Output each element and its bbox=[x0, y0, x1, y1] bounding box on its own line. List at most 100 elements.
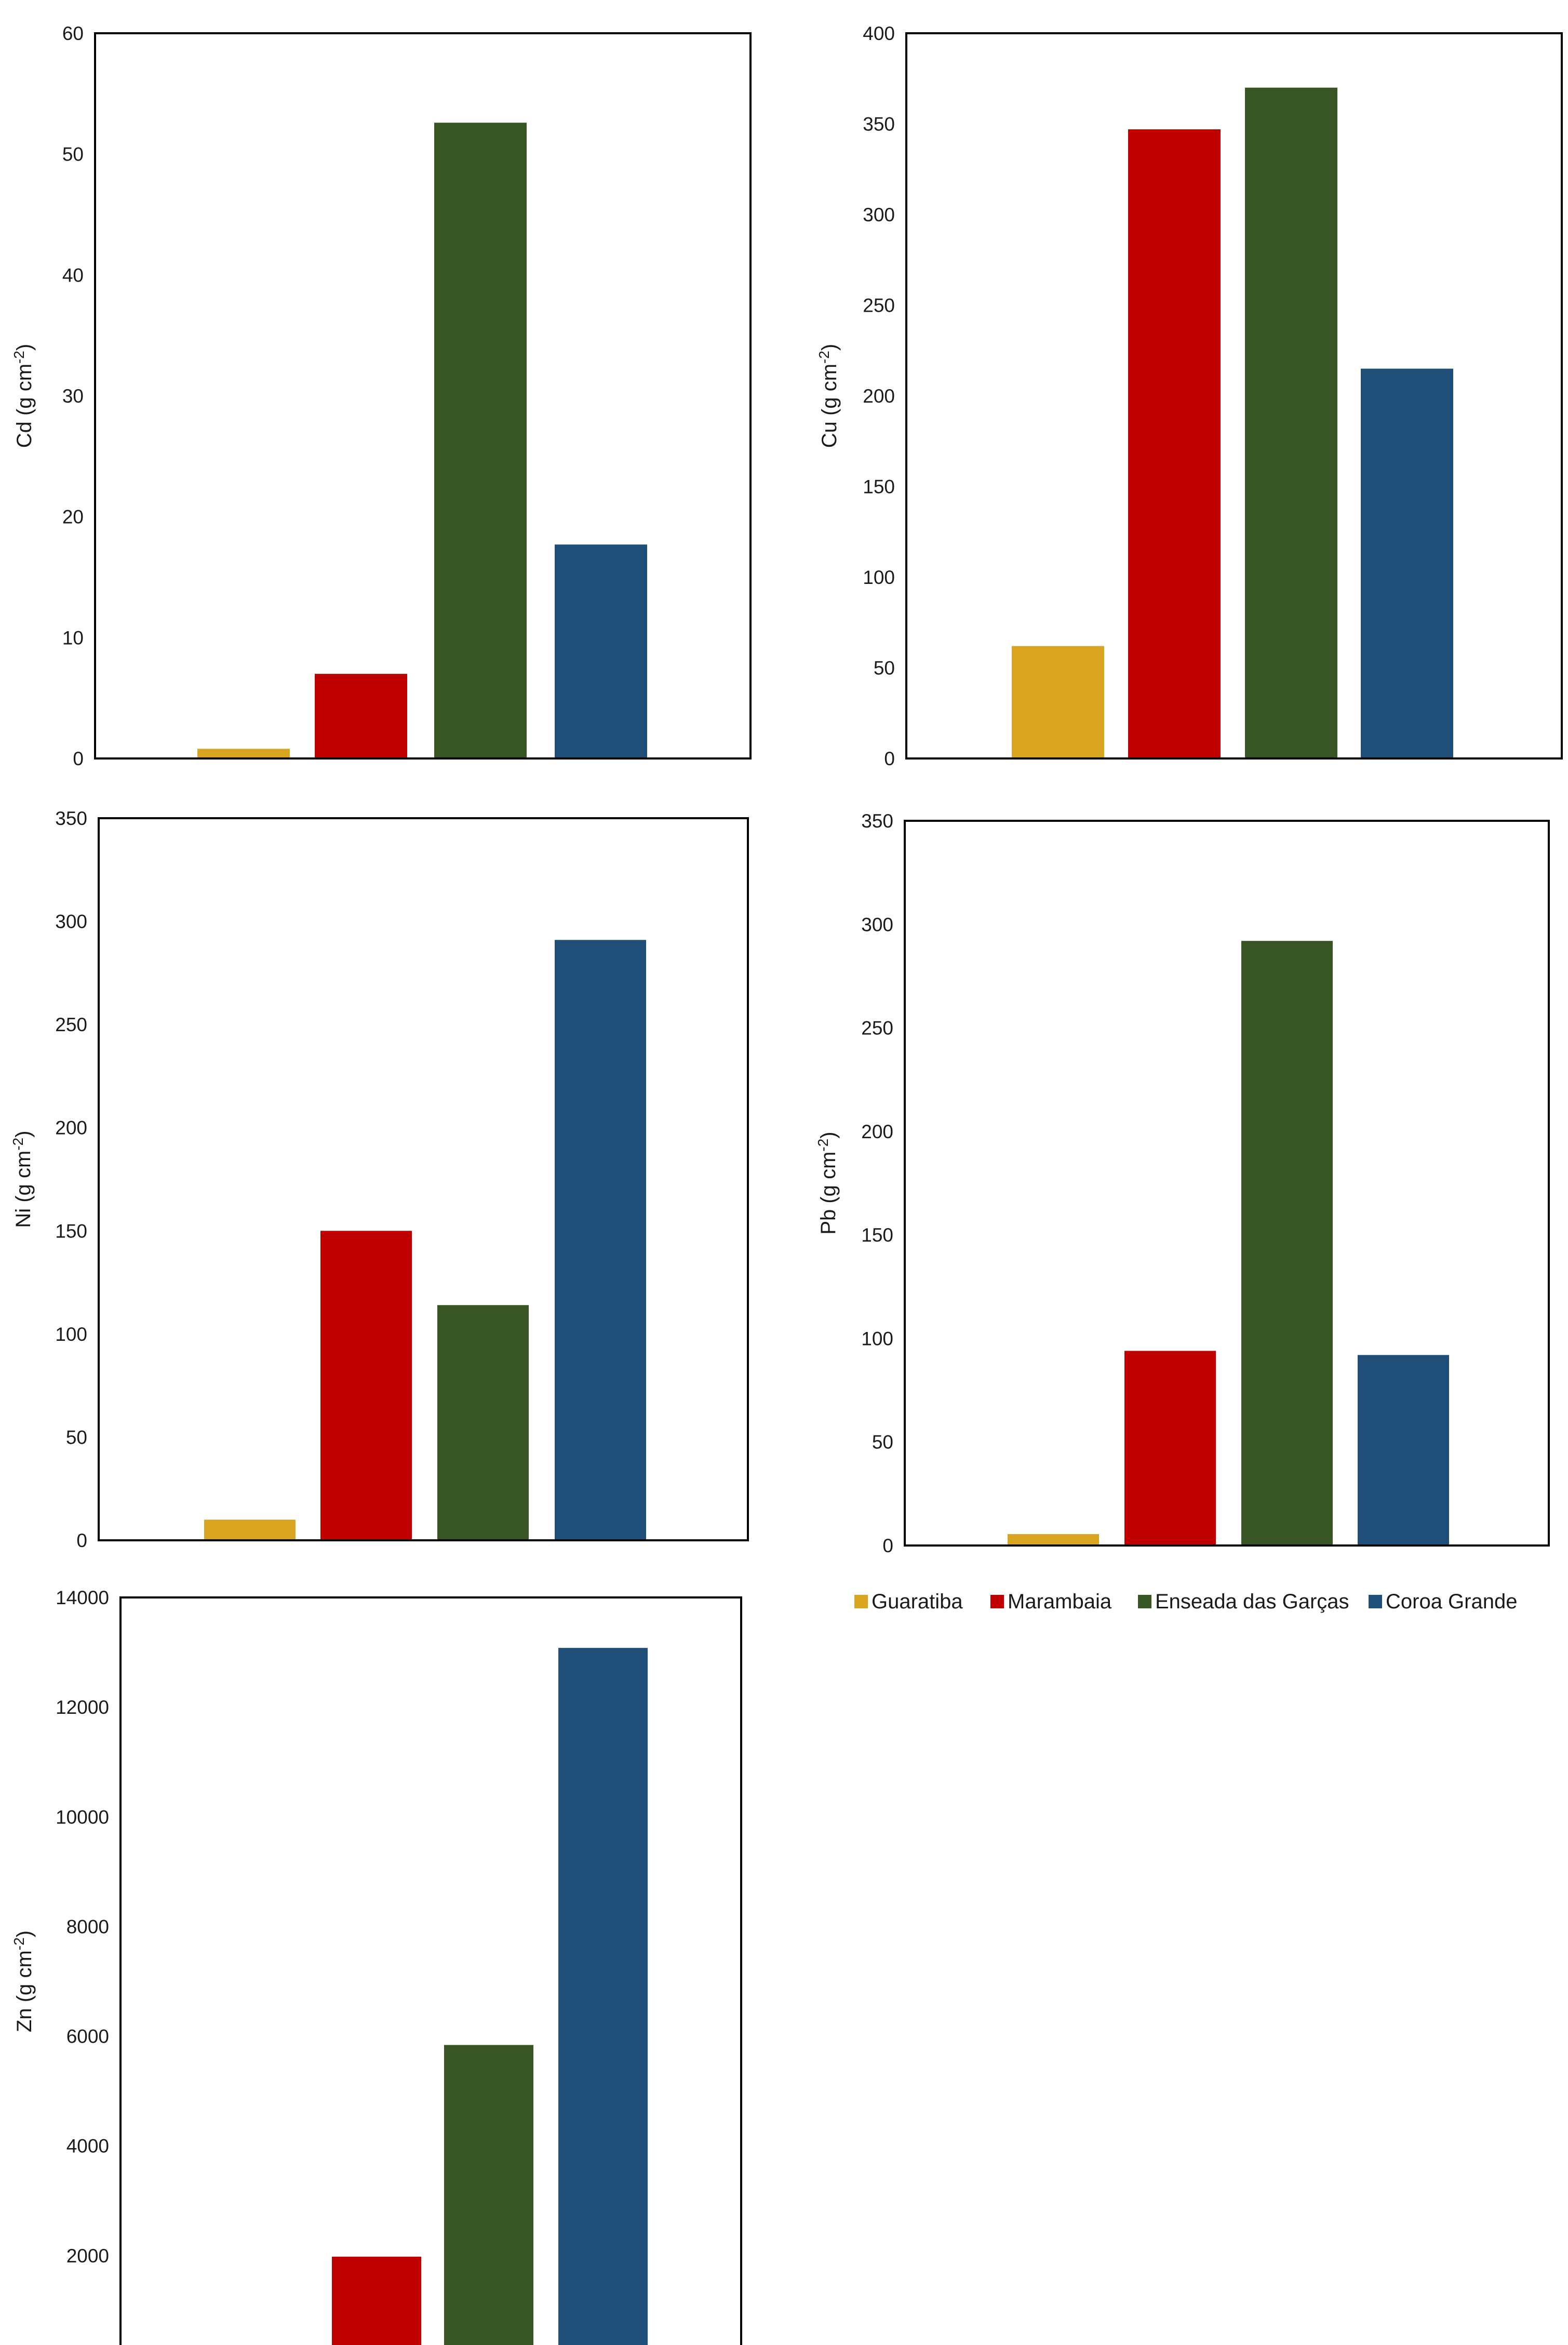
ytick-label-cu: 250 bbox=[863, 295, 895, 316]
legend-swatch bbox=[1138, 1595, 1151, 1608]
chart-cu: 0 50 100 150 200 250 300 350 400 Cu (g cm-2) bbox=[816, 23, 1563, 769]
bar-cd-enseada-das-gar-as bbox=[434, 123, 527, 758]
legend-item-marambaia: Marambaia bbox=[990, 1590, 1112, 1613]
legend-item-guaratiba: Guaratiba bbox=[854, 1590, 963, 1613]
ytick-label-cu: 300 bbox=[863, 204, 895, 225]
ytick-label-cu: 0 bbox=[884, 748, 895, 769]
ytick-label-pb: 50 bbox=[872, 1432, 893, 1453]
y-axis-label-main: Cu (g cm bbox=[818, 364, 841, 448]
ytick-label-zn: 8000 bbox=[66, 1916, 109, 1937]
bar-zn-marambaia bbox=[332, 2256, 421, 2345]
chart-pb: 0 50 100 150 200 250 300 350 Pb (g cm-2) bbox=[815, 810, 1550, 1556]
bar-cd-coroa-grande bbox=[555, 544, 647, 758]
chart-zn: 02000400060008000100001200014000Zn (g cm… bbox=[11, 1587, 742, 2345]
ytick-label-pb: 300 bbox=[861, 914, 893, 935]
bar-cd-guaratiba bbox=[197, 749, 290, 758]
ytick-label-cu: 350 bbox=[863, 114, 895, 135]
bar-cu-enseada-das-gar-as bbox=[1245, 87, 1337, 759]
ytick-label-ni: 100 bbox=[55, 1324, 87, 1345]
y-axis-label-main: Cd (g cm bbox=[13, 364, 36, 448]
bar-cd-marambaia bbox=[315, 674, 407, 758]
y-axis-label-superscript: -2 bbox=[10, 1138, 26, 1151]
bar-cu-guaratiba bbox=[1012, 646, 1104, 758]
ytick-label-ni: 300 bbox=[55, 911, 87, 932]
y-axis-label-main: Pb (g cm bbox=[817, 1152, 840, 1235]
y-axis-label-zn: Zn (g cm-2) bbox=[11, 1930, 36, 2032]
y-axis-label-ni: Ni (g cm-2) bbox=[10, 1130, 35, 1228]
bar-ni-enseada-das-gar-as bbox=[437, 1305, 529, 1540]
ytick-label-pb: 200 bbox=[861, 1121, 893, 1142]
y-axis-label-pb: Pb (g cm-2) bbox=[815, 1131, 840, 1234]
plot-frame-cd bbox=[94, 32, 752, 760]
legend-swatch bbox=[1369, 1595, 1382, 1608]
ytick-label-cd: 50 bbox=[62, 144, 84, 165]
legend-swatch bbox=[854, 1595, 868, 1608]
plot-frame-pb bbox=[904, 820, 1550, 1547]
ytick-label-zn: 10000 bbox=[56, 1806, 109, 1828]
ytick-label-pb: 0 bbox=[882, 1535, 893, 1556]
ytick-label-ni: 50 bbox=[66, 1427, 87, 1448]
bar-pb-enseada-das-gar-as bbox=[1241, 941, 1333, 1545]
bar-pb-guaratiba bbox=[1008, 1534, 1099, 1545]
y-axis-label-cd: Cd (g cm-2) bbox=[11, 344, 36, 448]
ytick-label-zn: 4000 bbox=[66, 2136, 109, 2157]
ytick-label-cu: 100 bbox=[863, 567, 895, 588]
y-axis-label-end: ) bbox=[13, 1930, 36, 1937]
y-axis-label-superscript: -2 bbox=[11, 351, 27, 364]
bar-cu-marambaia bbox=[1128, 129, 1221, 759]
bar-zn-coroa-grande bbox=[558, 1648, 648, 2345]
plot-frame-ni bbox=[98, 817, 749, 1541]
ytick-label-pb: 100 bbox=[861, 1328, 893, 1349]
ytick-label-cu: 150 bbox=[863, 476, 895, 498]
legend-label: Enseada das Garças bbox=[1155, 1590, 1349, 1613]
bar-ni-coroa-grande bbox=[555, 940, 646, 1540]
legend-label: Marambaia bbox=[1008, 1590, 1112, 1613]
y-axis-label-cu: Cu (g cm-2) bbox=[816, 344, 841, 448]
ytick-label-ni: 250 bbox=[55, 1014, 87, 1035]
legend-item-enseada-das-gar-as: Enseada das Garças bbox=[1138, 1590, 1349, 1613]
bar-ni-guaratiba bbox=[204, 1520, 296, 1540]
ytick-label-zn: 6000 bbox=[66, 2026, 109, 2047]
ytick-label-cd: 20 bbox=[62, 507, 84, 528]
ytick-label-cd: 30 bbox=[62, 385, 84, 407]
legend-swatch bbox=[990, 1595, 1004, 1608]
ytick-label-pb: 350 bbox=[861, 810, 893, 832]
y-axis-label-end: ) bbox=[13, 344, 36, 351]
ytick-label-zn: 12000 bbox=[56, 1697, 109, 1718]
ytick-label-pb: 150 bbox=[861, 1224, 893, 1246]
legend-item-coroa-grande: Coroa Grande bbox=[1369, 1590, 1517, 1613]
bar-cu-coroa-grande bbox=[1361, 368, 1453, 758]
bar-ni-marambaia bbox=[320, 1231, 412, 1540]
y-axis-label-main: Ni (g cm bbox=[12, 1151, 35, 1228]
ytick-label-cd: 60 bbox=[62, 23, 84, 44]
ytick-label-cd: 10 bbox=[62, 627, 84, 648]
plot-frame-zn bbox=[119, 1596, 742, 2345]
y-axis-label-superscript: -2 bbox=[815, 1139, 831, 1152]
legend: Guaratiba Marambaia Enseada das Garças Coro… bbox=[854, 1590, 1517, 1613]
ytick-label-cu: 400 bbox=[863, 23, 895, 44]
ytick-label-cd: 0 bbox=[73, 748, 84, 769]
chart-cd: 0 10 20 30 40 50 60 Cd (g cm-2) bbox=[11, 23, 752, 769]
bar-pb-marambaia bbox=[1124, 1351, 1216, 1545]
ytick-label-ni: 350 bbox=[55, 808, 87, 829]
ytick-label-cd: 40 bbox=[62, 264, 84, 286]
y-axis-label-end: ) bbox=[12, 1130, 35, 1137]
bar-zn-enseada-das-gar-as bbox=[444, 2045, 533, 2345]
y-axis-label-end: ) bbox=[817, 1131, 840, 1138]
y-axis-label-superscript: -2 bbox=[816, 351, 832, 364]
ytick-label-zn: 2000 bbox=[66, 2245, 109, 2267]
ytick-label-ni: 0 bbox=[76, 1530, 87, 1551]
y-axis-label-end: ) bbox=[818, 344, 841, 351]
ytick-label-pb: 250 bbox=[861, 1018, 893, 1039]
ytick-label-ni: 200 bbox=[55, 1117, 87, 1139]
y-axis-label-main: Zn (g cm bbox=[13, 1950, 36, 2032]
chart-ni: 0 50 100 150 200 250 300 350 Ni (g cm-2) bbox=[10, 808, 749, 1551]
bar-pb-coroa-grande bbox=[1358, 1355, 1449, 1545]
ytick-label-cu: 200 bbox=[863, 385, 895, 407]
ytick-label-cu: 50 bbox=[874, 658, 895, 679]
ytick-label-zn: 14000 bbox=[56, 1587, 109, 1608]
legend-label: Coroa Grande bbox=[1386, 1590, 1517, 1613]
legend-label: Guaratiba bbox=[872, 1590, 963, 1613]
